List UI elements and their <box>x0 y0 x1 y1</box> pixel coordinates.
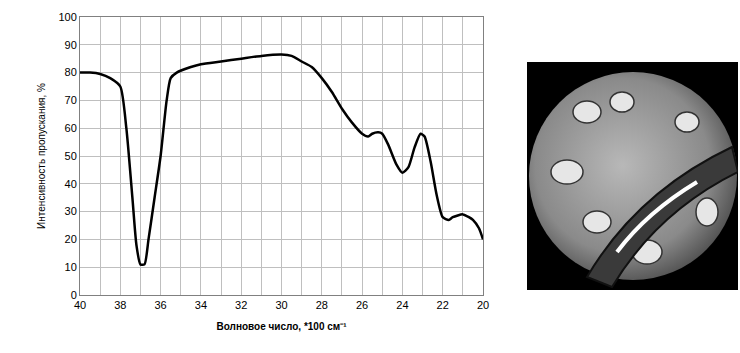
svg-text:38: 38 <box>114 299 126 311</box>
svg-text:90: 90 <box>65 39 77 51</box>
svg-text:100: 100 <box>58 11 76 23</box>
svg-text:36: 36 <box>154 299 166 311</box>
svg-text:30: 30 <box>65 205 77 217</box>
svg-text:20: 20 <box>477 299 489 311</box>
svg-text:Интенсивность пропускания, %: Интенсивность пропускания, % <box>36 83 47 229</box>
svg-text:26: 26 <box>356 299 368 311</box>
svg-text:30: 30 <box>275 299 287 311</box>
svg-text:32: 32 <box>235 299 247 311</box>
svg-text:50: 50 <box>65 150 77 162</box>
svg-text:80: 80 <box>65 66 77 78</box>
svg-text:20: 20 <box>65 233 77 245</box>
svg-text:60: 60 <box>65 122 77 134</box>
svg-text:70: 70 <box>65 94 77 106</box>
svg-text:34: 34 <box>195 299 207 311</box>
svg-text:28: 28 <box>316 299 328 311</box>
svg-text:0: 0 <box>71 289 77 301</box>
svg-text:10: 10 <box>65 261 77 273</box>
svg-text:22: 22 <box>437 299 449 311</box>
svg-text:Волновое число, *100 см⁻¹: Волновое число, *100 см⁻¹ <box>216 321 347 332</box>
svg-text:40: 40 <box>74 299 86 311</box>
svg-text:40: 40 <box>65 178 77 190</box>
svg-text:24: 24 <box>396 299 408 311</box>
